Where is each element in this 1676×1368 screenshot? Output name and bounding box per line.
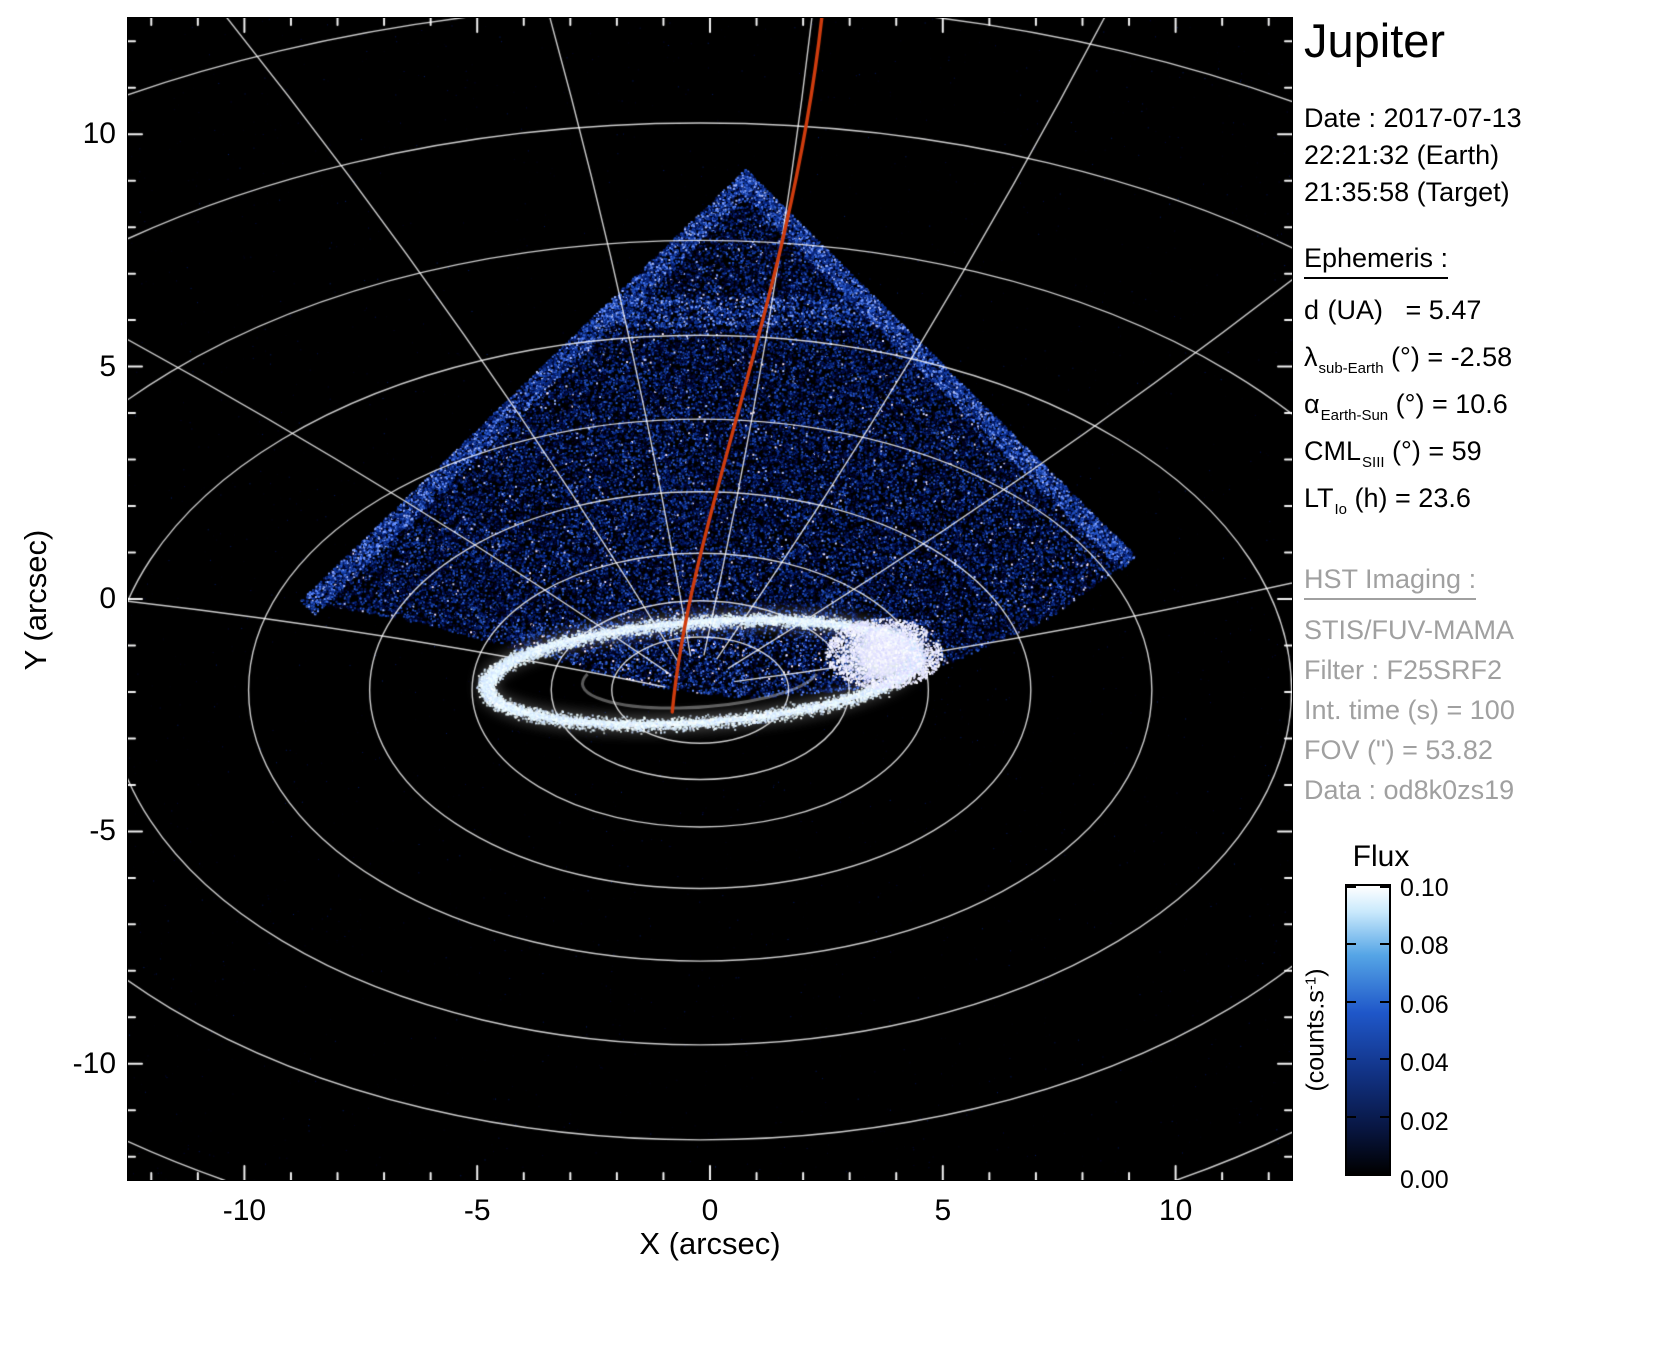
colorbar-tick [1380, 1001, 1389, 1003]
hst-instrument-line: STIS/FUV-MAMA [1304, 610, 1672, 650]
eph-symbol: LT [1304, 483, 1334, 513]
y-tick-label: -5 [0, 812, 116, 850]
colorbar [1345, 884, 1391, 1176]
colorbar-unit-pre: (counts.s [1302, 990, 1330, 1091]
hst-data-line: Data : od8k0zs19 [1304, 770, 1672, 810]
colorbar-tick-label: 0.02 [1400, 1103, 1449, 1141]
colorbar-tick [1380, 943, 1389, 945]
x-tick-label: 0 [702, 1192, 719, 1230]
eph-value: (°) = 10.6 [1388, 389, 1508, 419]
figure: X (arcsec) Y (arcsec) Jupiter Date : 201… [0, 0, 1676, 1368]
ephemeris-row: CMLSIII (°) = 59 [1304, 430, 1672, 477]
eph-symbol: λ [1304, 342, 1318, 372]
target-time-line: 21:35:58 (Target) [1304, 174, 1672, 211]
y-tick-label: 5 [0, 348, 116, 386]
plot-area [128, 18, 1292, 1180]
colorbar-tick [1380, 886, 1389, 888]
colorbar-unit-post: ) [1302, 968, 1330, 976]
colorbar-tick [1347, 1001, 1356, 1003]
colorbar-tick-label: 0.04 [1400, 1044, 1449, 1082]
page-title: Jupiter [1304, 14, 1672, 68]
x-tick-label: -5 [464, 1192, 491, 1230]
ephemeris-row: LTIo (h) = 23.6 [1304, 477, 1672, 524]
eph-symbol: d [1304, 295, 1319, 325]
eph-value: (°) = 59 [1385, 436, 1482, 466]
x-tick-label: -10 [223, 1192, 266, 1230]
eph-subscript: SIII [1362, 454, 1385, 471]
eph-value: (°) = -2.58 [1384, 342, 1513, 372]
eph-symbol: α [1304, 389, 1320, 419]
colorbar-tick-label: 0.08 [1400, 927, 1449, 965]
y-tick-label: 10 [0, 115, 116, 153]
colorbar-unit-label: (counts.s-1) [1302, 968, 1331, 1091]
eph-subscript: Earth-Sun [1321, 407, 1389, 424]
hst-filter-line: Filter : F25SRF2 [1304, 650, 1672, 690]
colorbar-unit-sup: -1 [1303, 977, 1320, 990]
y-tick-label: -10 [0, 1045, 116, 1083]
eph-symbol: CML [1304, 436, 1361, 466]
colorbar-tick-label: 0.06 [1400, 986, 1449, 1024]
colorbar-tick-label: 0.10 [1400, 869, 1449, 907]
ephemeris-row: λsub-Earth (°) = -2.58 [1304, 336, 1672, 383]
ephemeris-row: d (UA) = 5.47 [1304, 289, 1672, 336]
eph-value: (h) = 23.6 [1347, 483, 1471, 513]
earth-time-line: 22:21:32 (Earth) [1304, 137, 1672, 174]
aurora-image-canvas [128, 18, 1292, 1180]
x-tick-label: 10 [1159, 1192, 1192, 1230]
colorbar-tick [1380, 1058, 1389, 1060]
colorbar-tick [1347, 1116, 1356, 1118]
x-axis-label: X (arcsec) [639, 1226, 780, 1262]
hst-fov-line: FOV (") = 53.82 [1304, 730, 1672, 770]
colorbar-tick [1347, 943, 1356, 945]
colorbar-tick [1347, 886, 1356, 888]
ephemeris-header: Ephemeris : [1304, 243, 1448, 279]
date-line: Date : 2017-07-13 [1304, 100, 1672, 137]
hst-inttime-line: Int. time (s) = 100 [1304, 690, 1672, 730]
hst-imaging-header: HST Imaging : [1304, 564, 1476, 600]
eph-value: (UA) = 5.47 [1320, 295, 1481, 325]
info-panel: Jupiter Date : 2017-07-13 22:21:32 (Eart… [1304, 14, 1672, 810]
y-tick-label: 0 [0, 580, 116, 618]
eph-subscript: Io [1335, 501, 1348, 518]
colorbar-tick [1347, 1058, 1356, 1060]
colorbar-tick [1380, 1173, 1389, 1175]
eph-subscript: sub-Earth [1319, 360, 1384, 377]
colorbar-tick [1347, 1173, 1356, 1175]
ephemeris-row: αEarth-Sun (°) = 10.6 [1304, 383, 1672, 430]
colorbar-tick-label: 0.00 [1400, 1161, 1449, 1199]
x-tick-label: 5 [934, 1192, 951, 1230]
colorbar-tick [1380, 1116, 1389, 1118]
